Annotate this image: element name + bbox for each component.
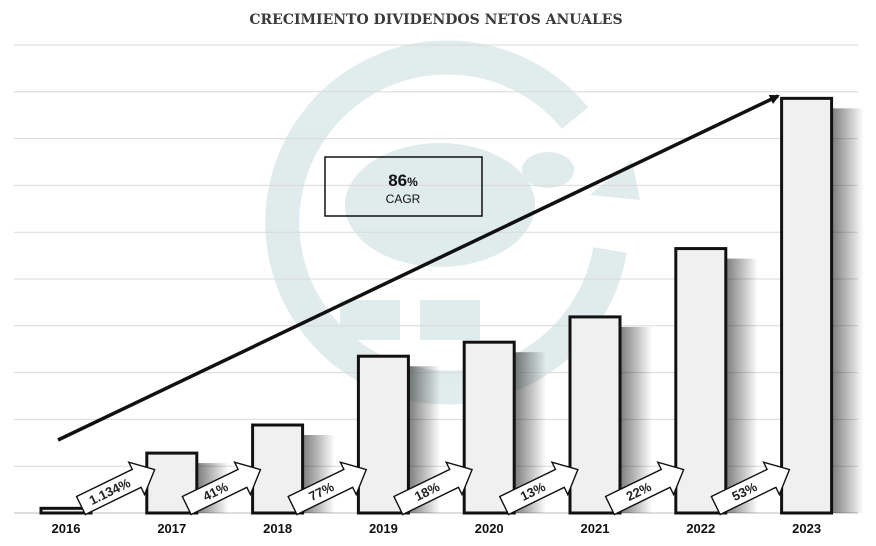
- growth-arrow-shape: [710, 461, 791, 516]
- svg-text:86%: 86%: [388, 171, 418, 190]
- growth-arrow: 77%: [287, 461, 368, 516]
- bar-shadow: [829, 108, 864, 514]
- x-tick-label: 2023: [792, 521, 821, 536]
- bar: [780, 96, 834, 515]
- cagr-value: 86: [388, 171, 407, 190]
- x-tick-label: 2017: [157, 521, 186, 536]
- bar: [674, 247, 728, 515]
- cagr-label: CAGR: [386, 192, 421, 206]
- x-tick-label: 2021: [581, 521, 610, 536]
- growth-arrow-shape: [498, 461, 579, 516]
- x-axis-tick-labels: 2016 2017 2018 2019 2020 2021 2022 2023: [52, 521, 822, 536]
- bar: [462, 340, 516, 515]
- x-tick-label: 2022: [686, 521, 715, 536]
- x-tick-label: 2018: [263, 521, 292, 536]
- x-tick-label: 2020: [475, 521, 504, 536]
- x-tick-label: 2019: [369, 521, 398, 536]
- bar: [568, 315, 622, 515]
- growth-arrows: 1.134% 41% 77% 18% 13% 22% 53%: [75, 461, 791, 516]
- growth-arrow-shape: [604, 461, 685, 516]
- x-tick-label: 2016: [52, 521, 81, 536]
- growth-arrow: 53%: [710, 461, 791, 516]
- cagr-box: 86% CAGR: [324, 156, 483, 217]
- growth-arrow-shape: [287, 461, 368, 516]
- growth-arrow-shape: [393, 461, 473, 516]
- cagr-unit: %: [407, 175, 418, 189]
- trend-arrow: [57, 94, 780, 442]
- bar: [356, 354, 410, 515]
- chart-title: CRECIMIENTO DIVIDENDOS NETOS ANUALES: [249, 12, 622, 28]
- growth-arrow-shape: [181, 461, 262, 516]
- growth-arrow-shape: [75, 461, 156, 516]
- bar-shadow: [723, 258, 758, 513]
